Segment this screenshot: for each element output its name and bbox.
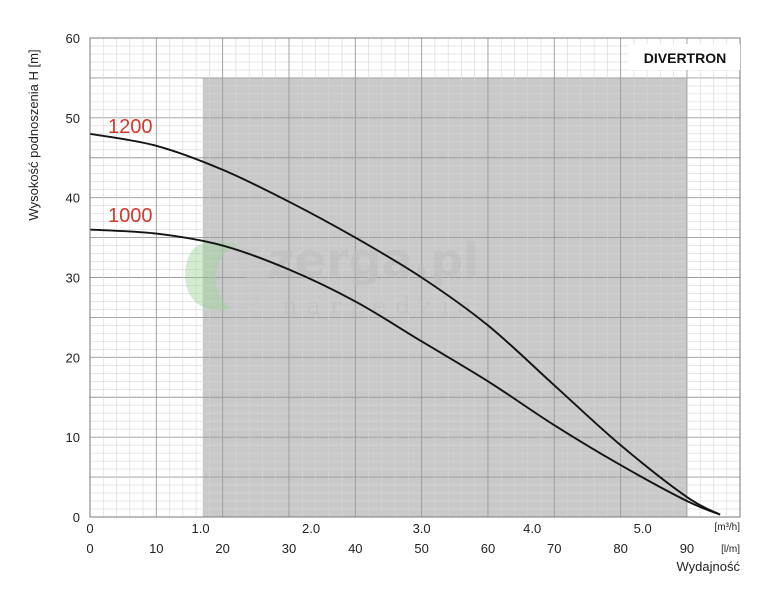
- y-axis-title: Wysokość podnoszenia H [m]: [26, 49, 41, 220]
- y-tick-label: 60: [66, 31, 80, 46]
- operating-range-area: [202, 77, 687, 518]
- y-ticks: 0 10 20 30 40 50 60: [66, 31, 80, 525]
- y-tick-label: 10: [66, 430, 80, 445]
- y-tick-label: 0: [73, 510, 80, 525]
- x-tick-label-lmin: 60: [481, 541, 495, 556]
- watermark-main: zerga.pl: [268, 233, 479, 287]
- series-line-1200: [89, 132, 721, 516]
- x-tick-label-m3h: 4.0: [523, 521, 541, 536]
- series-line-1000: [89, 228, 721, 516]
- plot-border: [89, 37, 741, 518]
- x-ticks-lmin: 0 10 20 30 40 50 60 70 80 90: [86, 541, 694, 556]
- y-tick-label: 50: [66, 111, 80, 126]
- y-tick-label: 30: [66, 271, 80, 286]
- x-tick-label-lmin: 30: [282, 541, 296, 556]
- x-tick-label-lmin: 70: [547, 541, 561, 556]
- watermark-sub: narzędzia: [282, 292, 481, 320]
- x-unit-m3h: [m³/h]: [714, 522, 740, 533]
- x-tick-label-m3h: 5.0: [634, 521, 652, 536]
- x-tick-label-m3h: 0: [86, 521, 93, 536]
- operating-range: [202, 77, 687, 518]
- x-unit-lmin: [l/m]: [721, 544, 740, 555]
- x-tick-label-lmin: 40: [348, 541, 362, 556]
- watermark: zerga.pl narzędzia: [185, 233, 481, 320]
- grid: [89, 37, 741, 518]
- x-tick-label-m3h: 2.0: [302, 521, 320, 536]
- series: [89, 132, 721, 516]
- x-tick-label-lmin: 50: [414, 541, 428, 556]
- series-label-1200: 1200: [108, 116, 153, 138]
- chart-title: DIVERTRON: [644, 50, 726, 66]
- y-tick-label: 40: [66, 191, 80, 206]
- x-tick-label-lmin: 20: [215, 541, 229, 556]
- plot-frame: [89, 37, 741, 518]
- x-tick-label-m3h: 3.0: [413, 521, 431, 536]
- x-tick-label-lmin: 90: [680, 541, 694, 556]
- x-ticks-m3h: 0 1.0 2.0 3.0 4.0 5.0: [86, 521, 651, 536]
- watermark-logo-icon: [185, 241, 270, 312]
- title-box: [628, 44, 740, 70]
- x-tick-label-lmin: 0: [86, 541, 93, 556]
- y-tick-label: 20: [66, 350, 80, 365]
- x-tick-label-m3h: 1.0: [192, 521, 210, 536]
- x-tick-label-lmin: 10: [149, 541, 163, 556]
- x-axis-title: Wydajność: [677, 559, 741, 574]
- series-label-1000: 1000: [108, 205, 153, 227]
- x-tick-label-lmin: 80: [613, 541, 627, 556]
